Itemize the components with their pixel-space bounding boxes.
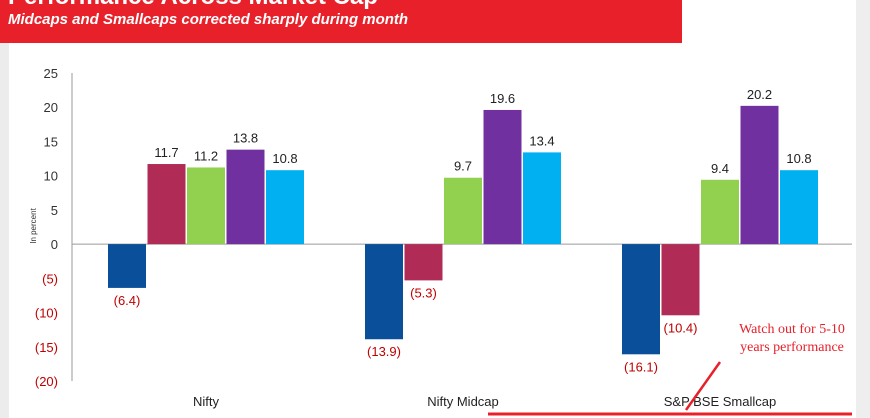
y-tick-label: 0 bbox=[51, 237, 58, 252]
bar bbox=[523, 152, 561, 245]
category-label: Nifty Midcap bbox=[427, 394, 499, 409]
data-label: 13.8 bbox=[233, 131, 258, 146]
data-label: 10.8 bbox=[272, 151, 297, 166]
data-label: 9.4 bbox=[711, 161, 729, 176]
data-label: (5.3) bbox=[410, 285, 437, 300]
bar bbox=[147, 164, 186, 245]
y-tick-label: (10) bbox=[35, 306, 58, 321]
bar bbox=[266, 170, 304, 245]
y-tick-label: 25 bbox=[44, 66, 58, 81]
data-label: 11.2 bbox=[194, 148, 218, 163]
y-tick-label: (20) bbox=[35, 374, 58, 389]
data-label: 9.7 bbox=[454, 159, 472, 174]
slide-subtitle: Midcaps and Smallcaps corrected sharply … bbox=[8, 11, 409, 28]
bar bbox=[404, 244, 443, 281]
bar bbox=[108, 244, 146, 288]
y-tick-label: 5 bbox=[51, 203, 58, 218]
bar bbox=[187, 167, 225, 245]
data-label: 10.8 bbox=[786, 151, 811, 166]
slide-title: Performance Across Market Cap bbox=[8, 0, 378, 11]
annotation-arrow bbox=[684, 361, 722, 411]
category-label: Nifty bbox=[193, 394, 220, 409]
data-label: (13.9) bbox=[367, 344, 401, 359]
left-margin-strip bbox=[0, 0, 9, 418]
y-tick-label: 10 bbox=[44, 169, 58, 184]
right-margin-strip bbox=[856, 0, 870, 418]
y-axis-title: In percent bbox=[29, 207, 38, 243]
category-label: S&P BSE Smallcap bbox=[664, 394, 776, 409]
bar bbox=[661, 244, 700, 316]
y-tick-label: 15 bbox=[44, 134, 58, 149]
y-tick-label: (5) bbox=[42, 271, 58, 286]
y-tick-label: (15) bbox=[35, 340, 58, 355]
bar bbox=[365, 244, 403, 340]
annotation-note: Watch out for 5-10 years performance bbox=[739, 322, 845, 355]
bar bbox=[701, 179, 739, 245]
bar bbox=[622, 244, 660, 355]
data-label: 13.4 bbox=[529, 133, 554, 148]
y-tick-label: 20 bbox=[44, 100, 58, 115]
data-label: (6.4) bbox=[114, 293, 141, 308]
bar bbox=[780, 170, 818, 245]
bar bbox=[740, 105, 779, 245]
bar bbox=[444, 177, 482, 245]
slide-header: Performance Across Market Cap Midcaps an… bbox=[0, 0, 682, 43]
bar bbox=[226, 149, 265, 245]
data-label: 11.7 bbox=[154, 145, 178, 160]
data-label: 20.2 bbox=[747, 87, 772, 102]
data-label: (10.4) bbox=[664, 320, 698, 335]
bar bbox=[483, 109, 522, 245]
data-label: (16.1) bbox=[624, 359, 658, 374]
data-label: 19.6 bbox=[490, 91, 515, 106]
